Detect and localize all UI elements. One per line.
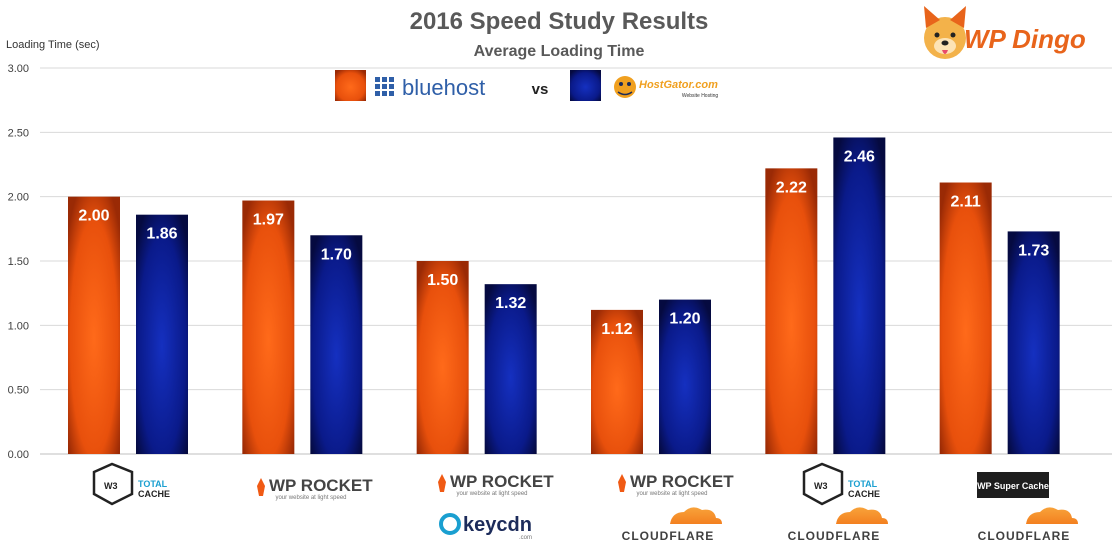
cloudflare-cloud-icon	[1026, 507, 1078, 524]
w3-total-label: TOTAL	[138, 479, 168, 489]
wp-super-cache-label: WP Super Cache	[977, 481, 1049, 491]
bar-bluehost-4	[591, 309, 643, 454]
data-label: 1.86	[146, 226, 177, 243]
bar-bluehost-2	[242, 200, 295, 454]
wp-rocket-tagline: your website at light speed	[636, 491, 707, 497]
rocket-icon	[438, 474, 446, 492]
cloudflare-label: CLOUDFLARE	[788, 529, 881, 543]
rocket-icon	[618, 474, 626, 492]
w3-cache-label: CACHE	[138, 489, 170, 499]
w3-total-label: TOTAL	[848, 479, 878, 489]
wp-rocket-tagline: your website at light speed	[456, 491, 527, 497]
brand-name: WP Dingo	[964, 24, 1086, 54]
category-logo-wp-rocket-cloudflare: WP ROCKET your website at light speed CL…	[618, 472, 734, 543]
bars	[68, 137, 1060, 455]
category-logo-wp-rocket-keycdn: WP ROCKET your website at light speed ke…	[438, 472, 554, 541]
category-logo-wp-super-cache-cloudflare: WP Super Cache CLOUDFLARE	[977, 472, 1078, 543]
keycdn-key-icon	[439, 513, 461, 535]
data-label: 2.11	[951, 194, 981, 211]
data-label: 2.46	[844, 148, 875, 165]
y-tick-label: 0.00	[8, 449, 29, 461]
legend-label-hostgator: HostGator.com	[639, 79, 718, 91]
svg-text:W3: W3	[104, 481, 118, 491]
bar-hostgator-com-3	[484, 284, 537, 454]
bar-bluehost-6	[939, 182, 992, 454]
bar-hostgator-com-6	[1007, 231, 1060, 454]
data-label: 2.22	[776, 179, 807, 196]
rocket-icon	[257, 478, 265, 496]
cloudflare-label: CLOUDFLARE	[622, 529, 715, 543]
wp-rocket-label: WP ROCKET	[450, 472, 554, 491]
gridlines	[40, 67, 1112, 455]
category-logo-wp-rocket: WP ROCKET your website at light speed	[257, 476, 373, 501]
y-axis-label: Loading Time (sec)	[6, 39, 100, 51]
data-label: 2.00	[78, 208, 109, 225]
y-tick-label: 2.00	[8, 192, 29, 204]
chart-title: 2016 Speed Study Results	[410, 8, 709, 35]
cloudflare-label: CLOUDFLARE	[978, 529, 1071, 543]
bar-hostgator-com-4	[659, 299, 711, 454]
data-label: 1.32	[495, 295, 526, 312]
wp-super-cache-badge	[977, 472, 1049, 498]
wp-dingo-logo: WP Dingo	[924, 6, 1086, 59]
y-tick-label: 0.50	[8, 385, 29, 397]
y-axis-ticks: 0.00 0.50 1.00 1.50 2.00 2.50 3.00	[8, 63, 29, 461]
wp-rocket-label: WP ROCKET	[630, 472, 734, 491]
w3-cache-label: CACHE	[848, 489, 880, 499]
data-label: 1.20	[669, 311, 700, 328]
chart-subtitle: Average Loading Time	[474, 43, 645, 60]
bar-hostgator-com-1	[136, 214, 188, 454]
data-label: 1.97	[253, 212, 284, 229]
y-tick-label: 3.00	[8, 63, 29, 75]
keycdn-sub: .com	[519, 535, 532, 541]
w3-cube-icon: W3	[92, 462, 134, 506]
legend-swatch-bluehost	[335, 70, 366, 101]
cloudflare-cloud-icon	[670, 507, 722, 524]
bar-bluehost-1	[68, 196, 120, 454]
hostgator-mascot-icon	[614, 76, 636, 98]
y-tick-label: 1.00	[8, 320, 29, 332]
dingo-dog-icon	[924, 6, 966, 59]
cloudflare-cloud-icon	[836, 507, 888, 524]
wp-rocket-label: WP ROCKET	[269, 476, 373, 495]
data-label: 1.70	[321, 246, 352, 263]
legend-swatch-hostgator	[570, 70, 601, 101]
category-logo-w3-cloudflare: W3 TOTAL CACHE CLOUDFLARE	[788, 462, 888, 543]
bar-hostgator-com-2	[310, 235, 363, 454]
category-logo-w3-total-cache: W3 TOTAL CACHE	[92, 462, 170, 506]
data-labels: 2.00 1.86 1.97 1.70 1.50 1.32 1.12 1.20 2.22 2.46…	[78, 148, 1049, 337]
legend: bluehost vs HostGator.com Website Hostin…	[335, 70, 718, 101]
legend-hostgator-sub: Website Hosting	[682, 93, 719, 99]
legend-vs: vs	[532, 81, 549, 98]
data-label: 1.73	[1018, 242, 1049, 259]
bar-bluehost-3	[416, 261, 469, 454]
y-tick-label: 2.50	[8, 127, 29, 139]
data-label: 1.12	[601, 321, 632, 338]
bar-hostgator-com-5	[833, 137, 886, 455]
svg-text:W3: W3	[814, 481, 828, 491]
data-label: 1.50	[427, 272, 458, 289]
wp-rocket-tagline: your website at light speed	[275, 495, 346, 501]
w3-cube-icon: W3	[802, 462, 844, 506]
bar-bluehost-5	[765, 168, 818, 455]
bluehost-grid-icon	[375, 77, 394, 96]
y-tick-label: 1.50	[8, 256, 29, 268]
keycdn-label: keycdn	[463, 514, 532, 536]
legend-label-bluehost: bluehost	[402, 75, 485, 100]
